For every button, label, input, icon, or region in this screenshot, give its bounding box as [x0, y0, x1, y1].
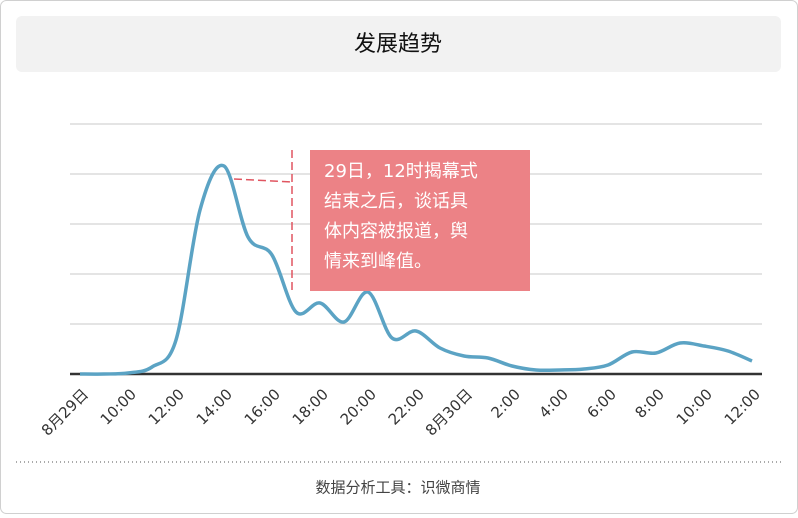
footer: 数据分析工具：识微商情: [315, 479, 480, 497]
annotation-leader: [233, 178, 293, 183]
line: [79, 163, 753, 376]
annotation-text: 情来到峰值。: [324, 251, 432, 272]
title-bar: [16, 16, 781, 72]
annotation-text: 体内容被报道，舆: [324, 221, 468, 242]
annotation-box: [310, 150, 530, 291]
chart-title: 发展趋势: [354, 32, 442, 57]
annotation-text: 结束之后，谈话具: [324, 191, 468, 212]
annotation-text: 29日，12时揭幕式: [324, 161, 478, 182]
